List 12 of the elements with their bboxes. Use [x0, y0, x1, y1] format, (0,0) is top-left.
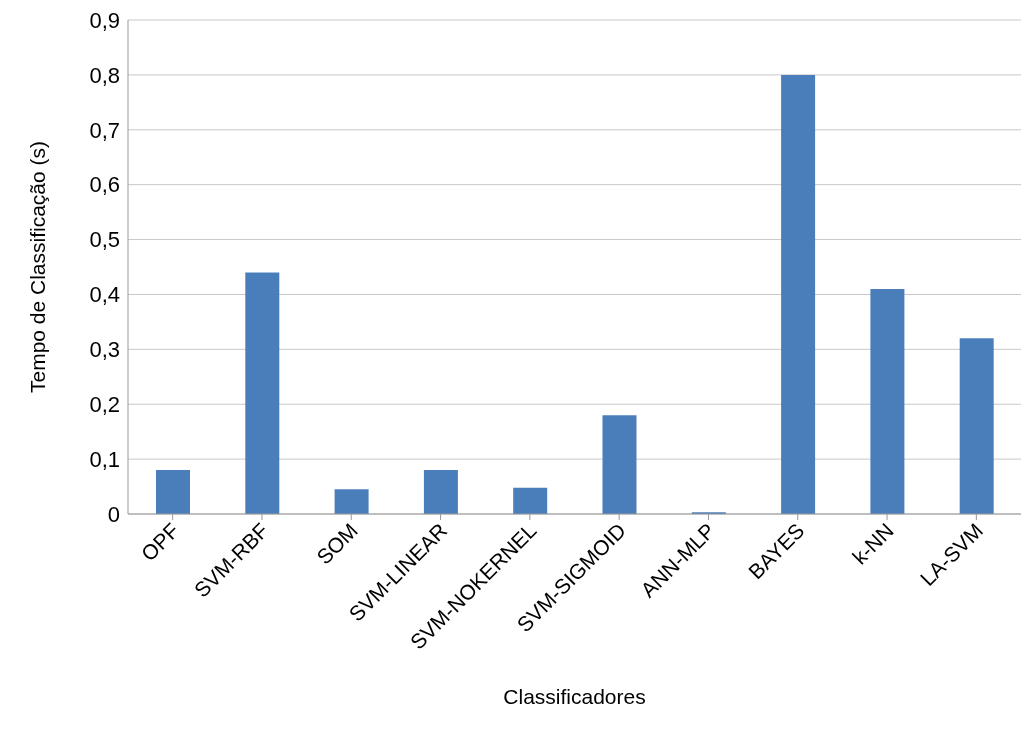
- y-tick-label: 0,7: [89, 117, 120, 143]
- y-tick-label: 0,9: [89, 7, 120, 33]
- y-axis-title: Tempo de Classificação (s): [26, 140, 50, 394]
- y-tick-label: 0,1: [89, 446, 120, 472]
- x-axis-title: Classificadores: [503, 685, 646, 708]
- y-tick-label: 0,4: [89, 282, 120, 308]
- y-tick-label: 0,2: [89, 392, 120, 418]
- y-tick-label: 0,3: [89, 337, 120, 363]
- y-tick-label: 0,6: [89, 172, 120, 198]
- y-tick-label: 0: [107, 501, 120, 527]
- y-tick-label: 0,5: [89, 227, 120, 253]
- y-tick-label: 0,8: [89, 62, 120, 88]
